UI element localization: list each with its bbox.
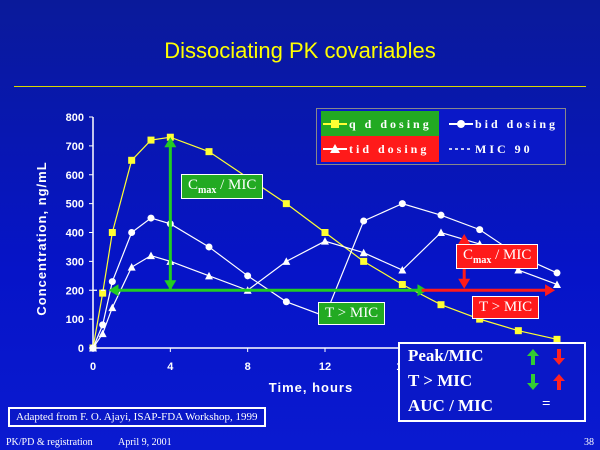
data-point-square (514, 327, 522, 335)
cmax-red-arrow-head-up (458, 233, 471, 244)
legend-item-qd: q d dosing (321, 111, 439, 137)
cmax-green-arrow-head-down (164, 280, 177, 291)
data-point-circle (108, 278, 116, 286)
summary-label-auc: AUC / MIC (408, 396, 493, 415)
data-point-square (476, 315, 484, 323)
data-point-circle (99, 321, 107, 329)
data-point-triangle (398, 266, 407, 274)
data-point-circle (360, 217, 368, 225)
source-note: Adapted from F. O. Ajayi, ISAP-FDA Works… (8, 407, 266, 427)
y-tick-label: 700 (66, 141, 84, 153)
arrow-up-red-icon (553, 374, 565, 390)
data-point-triangle (205, 271, 213, 280)
cmax-red-arrow-head-down (458, 278, 471, 289)
series-line-1 (92, 202, 558, 349)
data-point-circle (244, 272, 252, 280)
footer-date: April 9, 2001 (118, 437, 172, 448)
data-point-circle (398, 200, 406, 208)
data-point-circle (437, 211, 445, 219)
footer-course: PK/PD & registration (6, 437, 93, 448)
data-point-triangle (108, 303, 117, 312)
data-point-square (282, 200, 290, 208)
arrow-down-green-icon (527, 374, 539, 390)
data-point-square (360, 257, 368, 265)
legend-label-bid: bid dosing (475, 116, 559, 131)
summary-label-peak: Peak/MIC (408, 346, 484, 365)
series-line-0 (92, 136, 558, 349)
data-point-square (99, 289, 107, 297)
data-point-triangle (282, 257, 291, 265)
data-point-circle (128, 229, 136, 236)
data-point-triangle (89, 344, 97, 352)
x-axis-label: Time, hours (269, 380, 353, 395)
data-point-circle (476, 226, 484, 234)
page-number: 38 (584, 437, 594, 448)
y-axis-label: Concentration, ng/mL (34, 161, 49, 315)
y-tick-label: 200 (66, 285, 84, 297)
t-mic-green-arrow-head-left (108, 284, 119, 297)
data-point-triangle (321, 237, 329, 245)
data-point-triangle (127, 263, 136, 271)
x-tick-label: 8 (245, 361, 251, 373)
title-divider (14, 86, 586, 87)
y-tick-label: 500 (66, 199, 84, 211)
series-line-2 (92, 231, 558, 349)
legend-label-tid: tid dosing (349, 141, 430, 156)
data-point-square (108, 229, 116, 236)
y-tick-label: 100 (66, 314, 84, 326)
data-point-circle (282, 298, 290, 306)
data-point-square (128, 156, 136, 164)
cmax-green-arrow-head-up (164, 137, 177, 148)
auc-equal-sign: = (542, 396, 551, 412)
t-mic-red-arrow-head-right (545, 284, 556, 297)
legend-square-marker-icon (323, 120, 347, 128)
legend: q d dosing bid dosing tid dosing MIC 90 (316, 108, 566, 165)
data-point-square (437, 301, 445, 309)
data-point-square (321, 229, 329, 236)
arrow-up-green-icon (527, 349, 539, 365)
data-point-square (398, 280, 406, 288)
legend-label-mic: MIC 90 (475, 141, 533, 156)
summary-label-tmic: T > MIC (408, 371, 473, 390)
legend-label-qd: q d dosing (349, 116, 432, 131)
y-tick-label: 600 (66, 170, 84, 182)
y-tick-label: 0 (78, 343, 84, 355)
arrow-down-red-icon (553, 349, 565, 365)
data-point-circle (147, 214, 155, 222)
data-point-triangle (437, 228, 445, 236)
data-point-circle (553, 269, 561, 277)
data-point-square (553, 335, 561, 343)
legend-circle-marker-icon (449, 120, 473, 128)
data-point-triangle (514, 266, 523, 274)
slide-title: Dissociating PK covariables (164, 38, 436, 63)
data-point-square (205, 148, 213, 156)
legend-item-mic: MIC 90 (447, 136, 533, 162)
summary-box: Peak/MIC T > MIC AUC / MIC = (398, 342, 586, 422)
legend-item-bid: bid dosing (447, 111, 558, 137)
x-tick-label: 4 (167, 361, 174, 373)
y-tick-label: 400 (66, 228, 84, 240)
data-point-triangle (98, 329, 107, 338)
cmax-mic-callout-green: Cmax / MIC (181, 174, 264, 199)
legend-dash-line-icon (449, 148, 473, 150)
legend-triangle-marker-icon (323, 144, 347, 153)
data-point-square (147, 136, 155, 144)
x-tick-label: 12 (319, 361, 331, 373)
legend-item-tid: tid dosing (321, 136, 439, 162)
t-mic-callout-red: T > MIC (472, 296, 540, 319)
data-point-circle (205, 243, 213, 251)
x-tick-label: 0 (90, 361, 96, 373)
cmax-mic-callout-red: Cmax / MIC (456, 244, 539, 269)
y-tick-label: 800 (66, 112, 84, 124)
data-point-triangle (359, 248, 368, 257)
t-mic-callout-green: T > MIC (318, 302, 386, 325)
data-point-triangle (553, 280, 561, 288)
y-tick-label: 300 (66, 256, 84, 268)
data-point-triangle (147, 251, 155, 260)
